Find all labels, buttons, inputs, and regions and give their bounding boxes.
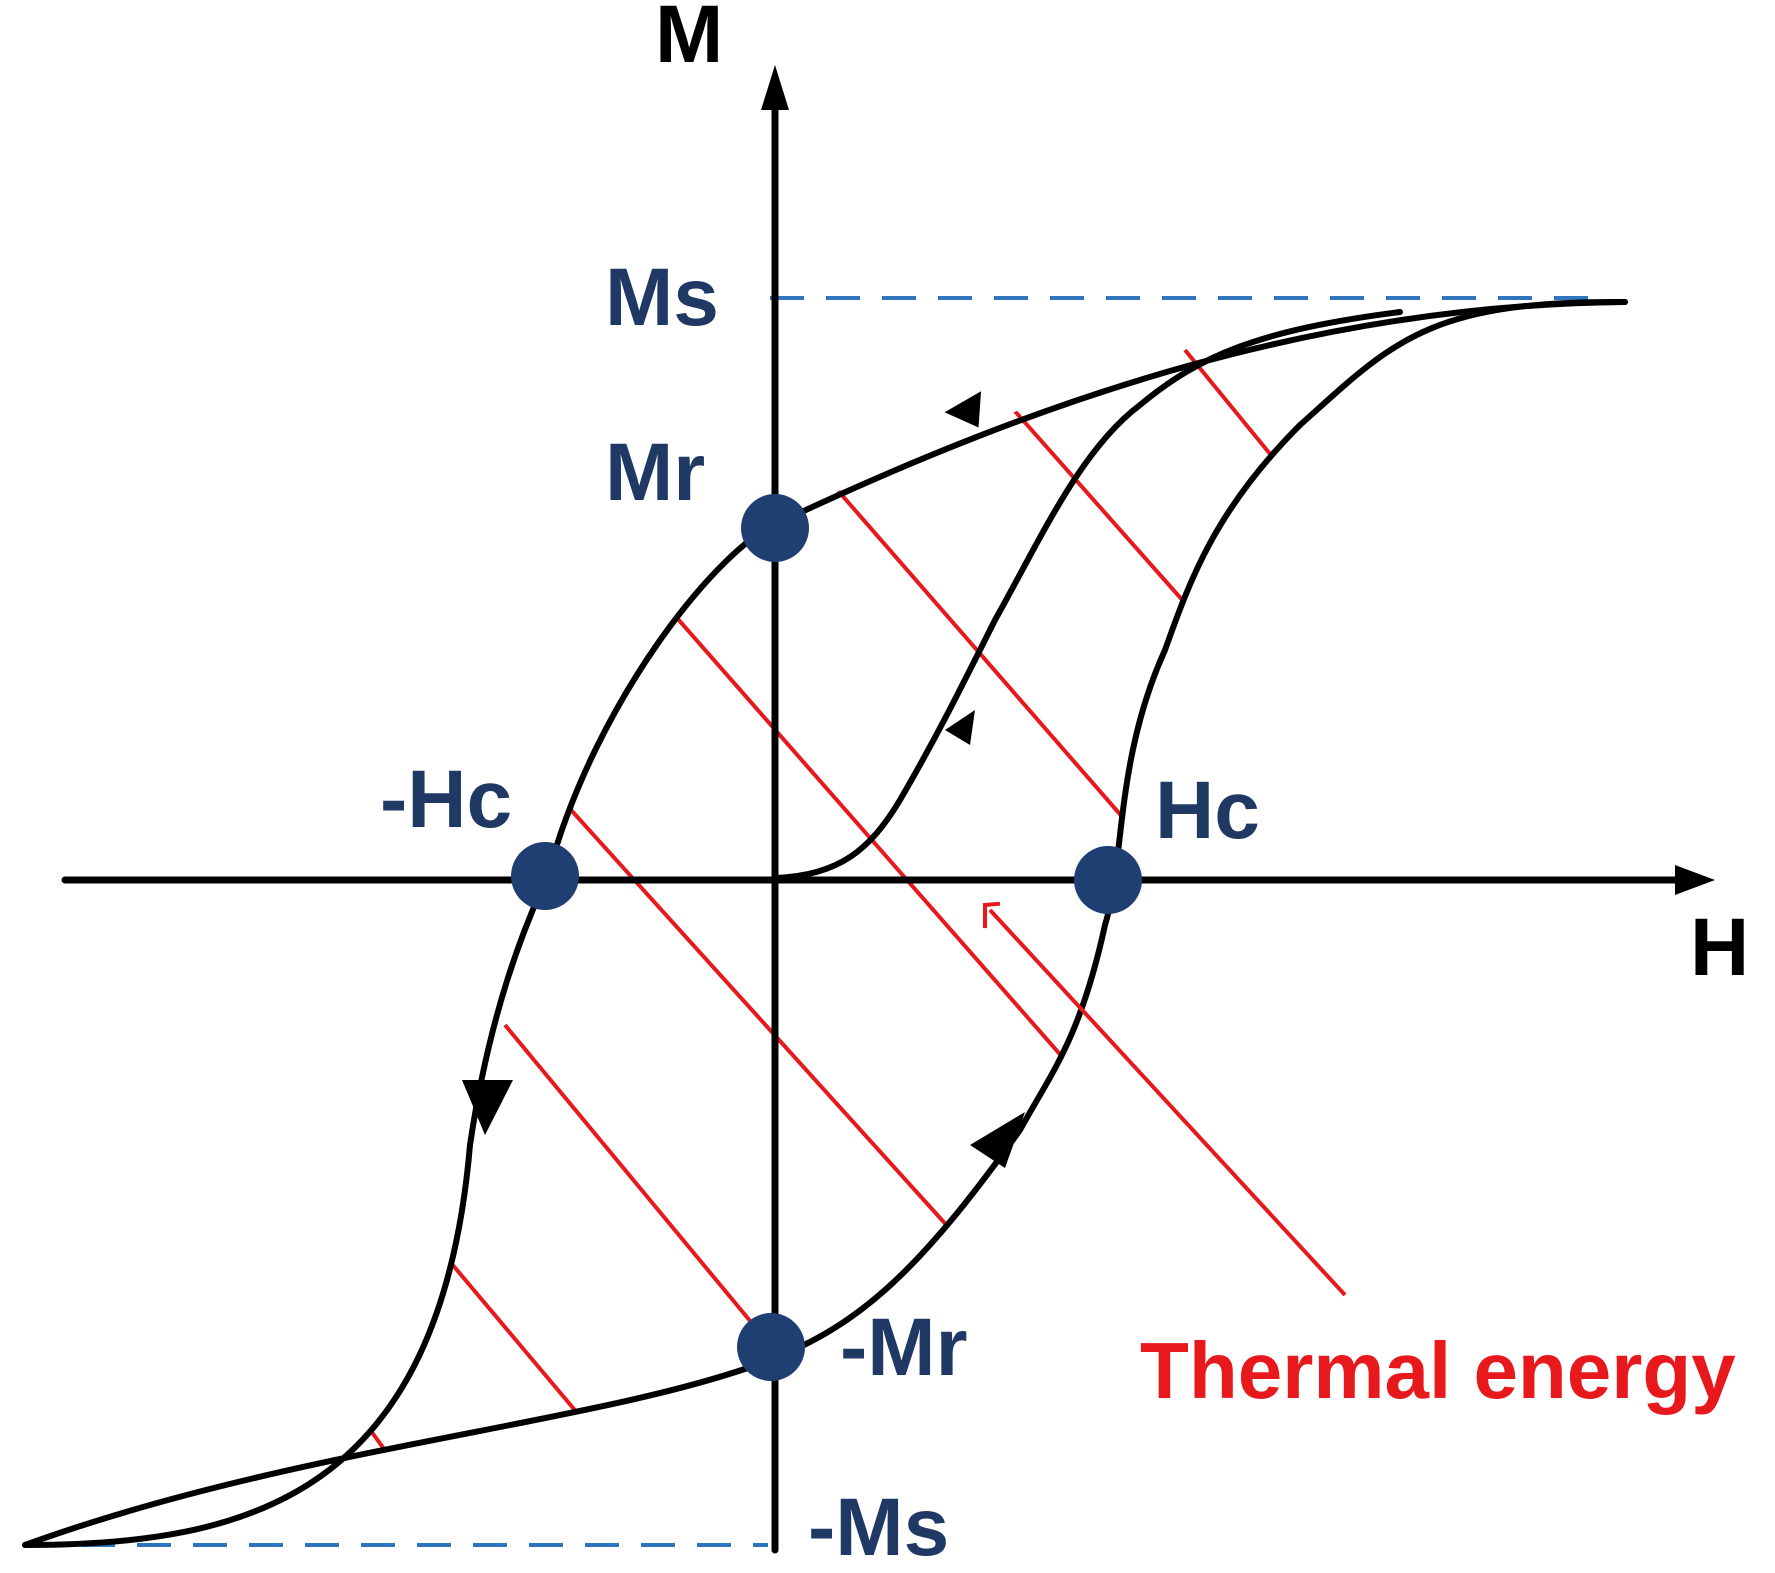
- m-axis-arrow-icon: [761, 65, 789, 110]
- initial-magnetization-curve: [772, 309, 1403, 881]
- hatch-line: [560, 798, 962, 1242]
- mr-point: [741, 494, 809, 562]
- hatch-line: [503, 1023, 772, 1347]
- neg-mr-point: [737, 1313, 805, 1381]
- mr-label: Mr: [605, 427, 705, 518]
- hatch-line: [1003, 398, 1202, 622]
- m-axis-label: M: [655, 0, 723, 80]
- annotation-arrowhead-icon: [982, 901, 1001, 929]
- neg-ms-label: -Ms: [808, 1482, 949, 1573]
- hatch-line: [818, 468, 1127, 822]
- neg-hc-label: -Hc: [380, 754, 512, 845]
- hatch-line: [343, 1393, 407, 1480]
- hatch-line: [1183, 348, 1277, 462]
- hatch-line: [428, 1236, 602, 1442]
- hatch-line: [668, 608, 1067, 1062]
- neg-hc-point: [511, 842, 579, 910]
- ascending-branch: [22, 298, 1628, 1548]
- h-axis-label: H: [1690, 902, 1749, 993]
- hatch-lines: [343, 348, 1277, 1480]
- arrow-up-right-icon: [970, 1112, 1025, 1168]
- arrow-up-right-icon: [945, 710, 975, 745]
- ms-label: Ms: [605, 252, 719, 343]
- hc-point: [1074, 846, 1142, 914]
- descending-branch: [22, 299, 1628, 1548]
- arrow-down-left-icon: [944, 391, 982, 428]
- thermal-energy-label: Thermal energy: [1140, 1326, 1736, 1415]
- arrow-down-icon: [462, 1080, 513, 1135]
- neg-mr-label: -Mr: [840, 1302, 968, 1393]
- h-axis-arrow-icon: [1675, 865, 1715, 895]
- annotation-pointer-line: [988, 908, 1347, 1297]
- hc-label: Hc: [1155, 765, 1260, 856]
